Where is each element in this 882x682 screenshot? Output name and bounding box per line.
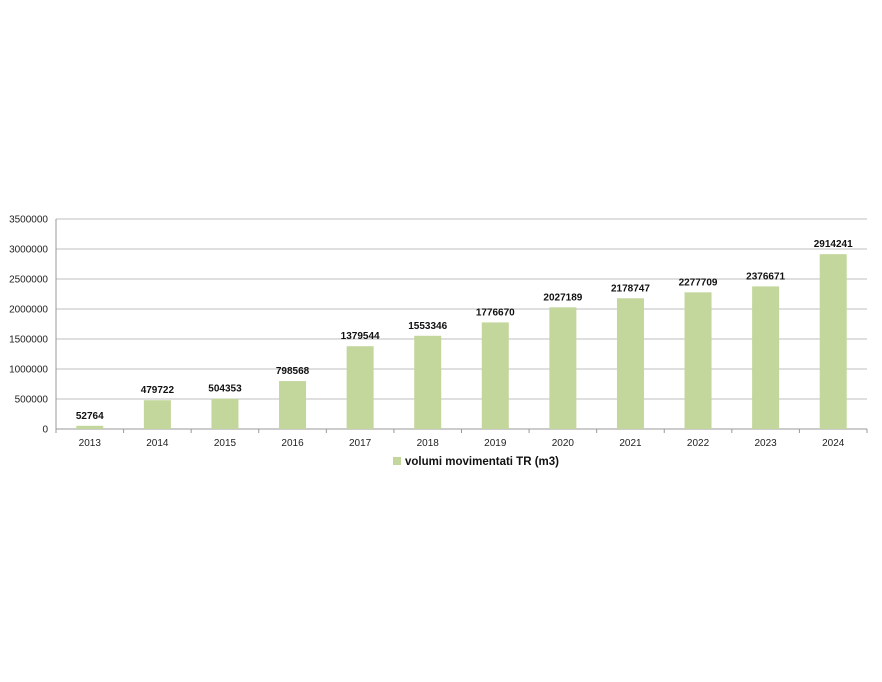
x-tick-label: 2022 <box>687 438 710 449</box>
x-tick-label: 2020 <box>552 438 575 449</box>
x-tick-label: 2014 <box>146 438 169 449</box>
data-label-2024: 2914241 <box>814 239 853 250</box>
data-label-2013: 52764 <box>76 411 104 422</box>
legend: volumi movimentati TR (m3) <box>393 456 559 468</box>
bar-2017 <box>346 346 374 429</box>
data-label-2021: 2178747 <box>611 283 650 294</box>
data-label-2016: 798568 <box>276 366 310 377</box>
x-tick-label: 2018 <box>417 438 440 449</box>
x-axis-ticks: 2013 2014 2015 2016 2017 2018 2019 2020 2021 2022… <box>79 438 845 449</box>
x-tick-label: 2019 <box>484 438 507 449</box>
data-labels: 52764 479722 504353 798568 1379544 1553346 177… <box>76 239 853 422</box>
x-tick-label: 2024 <box>822 438 845 449</box>
bar-2015 <box>211 398 239 429</box>
data-label-2020: 2027189 <box>543 292 582 303</box>
y-tick-label: 1000000 <box>9 365 48 376</box>
bar-2022 <box>684 292 712 429</box>
bar-2024 <box>819 254 847 429</box>
data-label-2022: 2277709 <box>679 277 718 288</box>
data-label-2014: 479722 <box>141 385 175 396</box>
data-label-2019: 1776670 <box>476 307 515 318</box>
data-label-2018: 1553346 <box>408 321 447 332</box>
y-tick-label: 1500000 <box>9 335 48 346</box>
y-tick-label: 2000000 <box>9 305 48 316</box>
data-label-2017: 1379544 <box>341 331 380 342</box>
x-tick-label: 2023 <box>755 438 778 449</box>
y-tick-label: 500000 <box>15 395 49 406</box>
y-tick-label: 3000000 <box>9 245 48 256</box>
bar-2021 <box>616 298 644 429</box>
x-tick-label: 2017 <box>349 438 372 449</box>
bar-2020 <box>549 307 577 429</box>
x-tick-label: 2016 <box>281 438 304 449</box>
x-tick-label: 2013 <box>79 438 102 449</box>
y-axis-ticks: 0 500000 1000000 1500000 2000000 2500000 30000… <box>9 215 48 436</box>
data-label-2015: 504353 <box>208 384 242 395</box>
x-tick-label: 2021 <box>619 438 642 449</box>
legend-label: volumi movimentati TR (m3) <box>405 456 559 468</box>
data-label-2023: 2376671 <box>746 271 785 282</box>
bar-2013 <box>76 425 104 429</box>
y-tick-label: 2500000 <box>9 275 48 286</box>
x-tick-label: 2015 <box>214 438 237 449</box>
bar-2019 <box>481 322 509 429</box>
bar-2023 <box>752 286 780 429</box>
bar-2014 <box>143 400 171 429</box>
gridlines <box>55 218 868 433</box>
legend-swatch <box>393 457 401 465</box>
bar-2018 <box>414 335 442 429</box>
y-tick-label: 0 <box>42 425 48 436</box>
bar-2016 <box>279 381 307 429</box>
bars <box>76 254 847 429</box>
y-tick-label: 3500000 <box>9 215 48 226</box>
